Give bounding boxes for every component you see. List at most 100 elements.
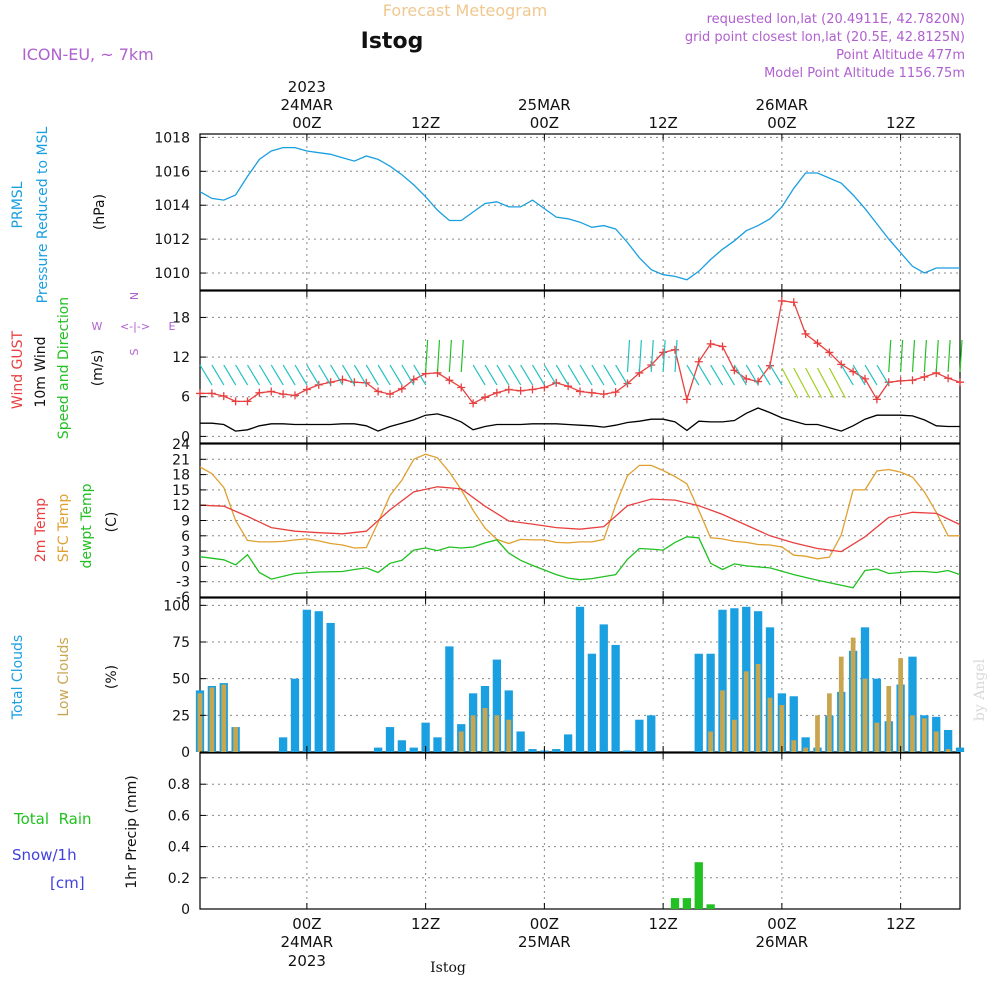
gust-marker [718, 342, 727, 351]
gust-marker [504, 385, 513, 394]
total-cloud-bar [706, 653, 715, 752]
location-title: Istog [361, 29, 424, 54]
ytick-label-temperature: 18 [172, 468, 190, 484]
gust-marker [908, 376, 917, 385]
compass-arrow: <-|-> [120, 320, 150, 333]
wind-direction-arrow [318, 364, 332, 386]
gust-marker [813, 339, 822, 348]
ytick-label-clouds: 0 [181, 745, 190, 761]
total-cloud-bar [385, 727, 395, 752]
dewpoint-line [199, 536, 961, 589]
wind-direction-arrow [650, 339, 654, 373]
gust-marker [552, 378, 561, 387]
top-date-label: 26MAR [756, 96, 809, 114]
ytick-label-temperature: 21 [172, 452, 190, 468]
total-cloud-bar [872, 678, 882, 752]
wind-direction-arrow [496, 364, 510, 386]
ytick-label-wind: 6 [181, 390, 190, 406]
wind-direction-arrow [199, 364, 213, 386]
low-cloud-bar [874, 722, 880, 752]
bottom-time-label: 12Z [648, 915, 677, 933]
total-cloud-bar [575, 606, 585, 752]
wind-direction-arrow [353, 364, 367, 386]
wind-direction-arrow [864, 364, 878, 386]
gust-marker [861, 374, 869, 383]
wind-direction-arrow [211, 364, 225, 386]
gust-marker [587, 388, 596, 397]
gust-marker [219, 392, 228, 401]
gust-marker [516, 386, 525, 395]
snow-unit: [cm] [50, 874, 85, 892]
gust-marker [267, 387, 276, 396]
gust-marker [243, 397, 252, 406]
wind-direction-arrow [769, 364, 783, 386]
wind-direction-arrow [377, 364, 391, 386]
wind-direction-arrow [341, 364, 356, 386]
wind-direction-arrow [947, 339, 951, 373]
wind-direction-arrow [330, 364, 344, 386]
gust-marker [576, 387, 584, 396]
panel-frame-precip [199, 752, 961, 910]
wind-direction-arrow [662, 339, 666, 373]
point-altitude: Point Altitude 477m [836, 48, 965, 63]
total-cloud-bar [409, 747, 418, 752]
wind-unit: (m/s) [90, 350, 106, 387]
wind-direction-arrow [235, 364, 249, 386]
compass-north: N [128, 292, 141, 300]
gust-marker [623, 379, 632, 388]
bottom-time-label: 00Z [767, 915, 796, 933]
ytick-label-temperature: 24 [172, 437, 190, 453]
low-cloud-bar [933, 731, 939, 752]
top-date-label: 24MAR [281, 96, 334, 114]
wind-direction-arrow [555, 364, 569, 386]
ytick-label-temperature: 0 [181, 559, 190, 575]
low-cloud-bar [850, 637, 856, 752]
total-cloud-bar [516, 731, 525, 752]
low-cloud-bar [482, 708, 488, 752]
wind-direction-arrow [615, 364, 629, 386]
total-cloud-bar [290, 678, 300, 752]
gust-marker [837, 360, 846, 369]
ytick-label-precip: 0.6 [168, 808, 190, 824]
total-cloud-bar [492, 659, 502, 752]
wind-direction-arrow [591, 364, 605, 386]
top-year-label: 2023 [288, 78, 326, 96]
gust-marker [397, 384, 406, 393]
snow-label: Snow/1h [12, 846, 77, 864]
top-time-label: 12Z [648, 114, 677, 132]
cloud-unit: (%) [104, 665, 120, 689]
wind-speed-line [200, 407, 960, 432]
total-cloud-bar [611, 644, 620, 752]
low-cloud-bar [732, 719, 737, 752]
wind-label: 10m Wind [33, 336, 49, 407]
wind-direction-arrow [282, 364, 296, 386]
sfc-temp-line [199, 453, 960, 560]
wind-direction-arrow [472, 364, 486, 386]
total-cloud-bar [789, 696, 798, 752]
wind-direction-arrow [686, 364, 700, 386]
top-date-label: 25MAR [518, 96, 571, 114]
ytick-label-pressure: 1012 [154, 232, 190, 248]
gust-marker [362, 378, 371, 387]
direction-label: Speed and Direction [56, 297, 72, 439]
total-cloud-bar [314, 611, 323, 752]
gust-marker [706, 339, 715, 348]
footer-location: Istog [430, 960, 466, 976]
wind-direction-arrow [852, 364, 866, 386]
ytick-label-clouds: 75 [172, 635, 190, 651]
wind-direction-arrow [270, 364, 284, 386]
low-cloud-bar [791, 740, 797, 752]
wind-direction-arrow [840, 364, 854, 386]
pressure-unit: (hPa) [92, 194, 108, 230]
wind-direction-arrow [579, 364, 593, 386]
low-cloud-bar [743, 671, 749, 752]
low-cloud-bar [209, 687, 215, 752]
low-cloud-bar [470, 715, 476, 752]
wind-direction-arrow [567, 364, 581, 386]
precip-unit: 1hr Precip (mm) [124, 775, 140, 888]
total-cloud-bar [433, 737, 442, 752]
wind-direction-arrow [223, 364, 237, 386]
low-cloud-bar [886, 686, 892, 752]
total-cloud-bar [528, 749, 537, 752]
low-cloud-bar [708, 731, 713, 752]
